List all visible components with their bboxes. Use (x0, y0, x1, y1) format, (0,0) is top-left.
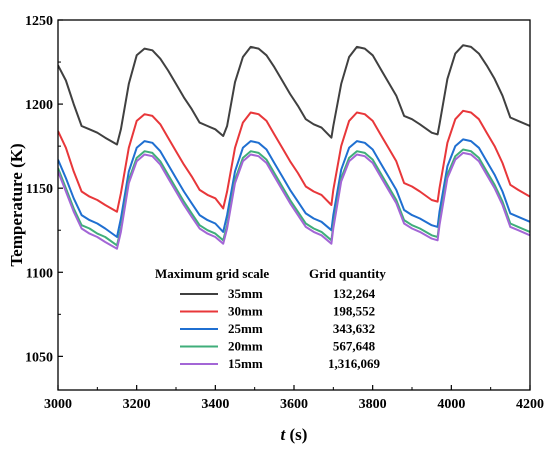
y-tick-label: 1200 (25, 98, 53, 113)
series-line-35mm (58, 44, 530, 146)
legend-series-name: 25mm (228, 321, 263, 336)
x-axis-label-unit: (s) (285, 425, 307, 444)
legend-series-name: 30mm (228, 304, 263, 319)
legend-series-quantity: 567,648 (333, 339, 376, 354)
y-tick-label: 1150 (26, 182, 53, 197)
legend-series-quantity: 198,552 (333, 304, 375, 319)
x-tick-label: 4000 (437, 397, 465, 412)
x-axis-label-symbol: t (281, 425, 287, 444)
legend-header-quantity: Grid quantity (309, 266, 386, 281)
series-line-15mm (58, 151, 530, 250)
legend-series-quantity: 132,264 (333, 286, 376, 301)
x-tick-label: 3800 (359, 397, 387, 412)
x-tick-label: 3000 (44, 397, 72, 412)
x-tick-label: 3400 (201, 397, 229, 412)
legend-header-scale: Maximum grid scale (155, 266, 269, 281)
x-tick-label: 3600 (280, 397, 308, 412)
series-layer (58, 44, 530, 250)
x-tick-label: 3200 (123, 397, 151, 412)
y-axis: 1050 1100 1150 1200 1250 (25, 14, 63, 365)
legend-series-name: 35mm (228, 286, 263, 301)
x-axis-label: t (s) (281, 425, 308, 444)
y-tick-label: 1100 (26, 266, 53, 281)
legend: Maximum grid scale Grid quantity 35mm 132… (155, 266, 386, 371)
legend-series-name: 15mm (228, 356, 263, 371)
legend-series-quantity: 1,316,069 (328, 356, 381, 371)
series-line-30mm (58, 109, 530, 213)
x-tick-label: 4200 (516, 397, 544, 412)
y-tick-label: 1050 (25, 350, 53, 365)
series-line-25mm (58, 138, 530, 238)
y-tick-label: 1250 (25, 14, 53, 29)
y-axis-label: Temperature (K) (7, 143, 26, 266)
x-axis: 3000 3200 3400 3600 3800 4000 4200 (44, 385, 544, 412)
legend-series-name: 20mm (228, 339, 263, 354)
legend-series-quantity: 343,632 (333, 321, 375, 336)
